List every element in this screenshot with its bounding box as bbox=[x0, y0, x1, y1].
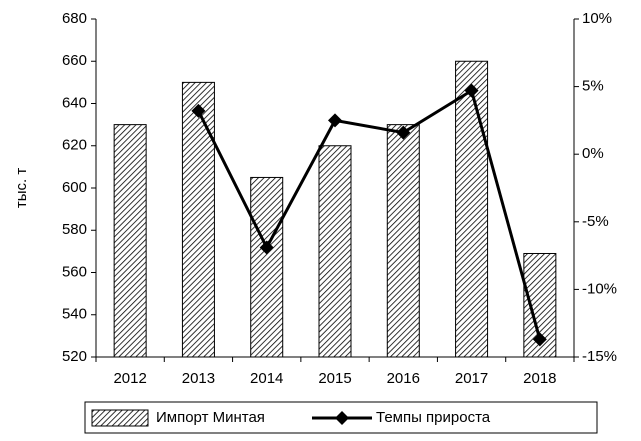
legend-label: Импорт Минтая bbox=[156, 409, 265, 426]
x-tick-label: 2018 bbox=[523, 370, 556, 387]
y2-tick-label: 0% bbox=[582, 145, 604, 162]
legend-marker bbox=[335, 411, 349, 425]
x-tick-label: 2012 bbox=[113, 370, 146, 387]
y-tick-label: 580 bbox=[62, 221, 87, 238]
y-tick-label: 680 bbox=[62, 10, 87, 27]
line bbox=[197, 88, 542, 340]
bar bbox=[455, 60, 489, 358]
y2-tick-label: 10% bbox=[582, 10, 612, 27]
x-tick-label: 2015 bbox=[318, 370, 351, 387]
y-tick-label: 520 bbox=[62, 348, 87, 365]
x-tick-label: 2014 bbox=[250, 370, 283, 387]
marker bbox=[328, 113, 342, 128]
y-tick-label: 620 bbox=[62, 137, 87, 154]
bar bbox=[181, 81, 215, 358]
y2-tick-label: -5% bbox=[582, 213, 609, 230]
x-tick-label: 2013 bbox=[182, 370, 215, 387]
y-tick-label: 640 bbox=[62, 94, 87, 111]
marker bbox=[259, 240, 274, 255]
y2-tick-label: -10% bbox=[582, 280, 617, 297]
legend-label: Темпы прироста bbox=[376, 409, 491, 426]
y-tick-label: 660 bbox=[62, 52, 87, 69]
x-tick-label: 2017 bbox=[455, 370, 488, 387]
bar bbox=[250, 176, 284, 358]
y-tick-label: 600 bbox=[62, 179, 87, 196]
marker bbox=[191, 103, 206, 118]
y2-tick-label: 5% bbox=[582, 78, 604, 95]
y-axis-label: тыс. т bbox=[13, 168, 30, 208]
legend-swatch bbox=[91, 409, 149, 427]
y-tick-label: 560 bbox=[62, 263, 87, 280]
bar bbox=[318, 145, 352, 358]
bar bbox=[113, 124, 147, 358]
bar bbox=[386, 124, 420, 358]
y2-tick-label: -15% bbox=[582, 348, 617, 365]
y-tick-label: 540 bbox=[62, 306, 87, 323]
marker bbox=[532, 332, 547, 347]
legend-box bbox=[84, 401, 598, 434]
marker bbox=[464, 83, 479, 98]
marker bbox=[396, 125, 411, 140]
x-tick-label: 2016 bbox=[387, 370, 420, 387]
